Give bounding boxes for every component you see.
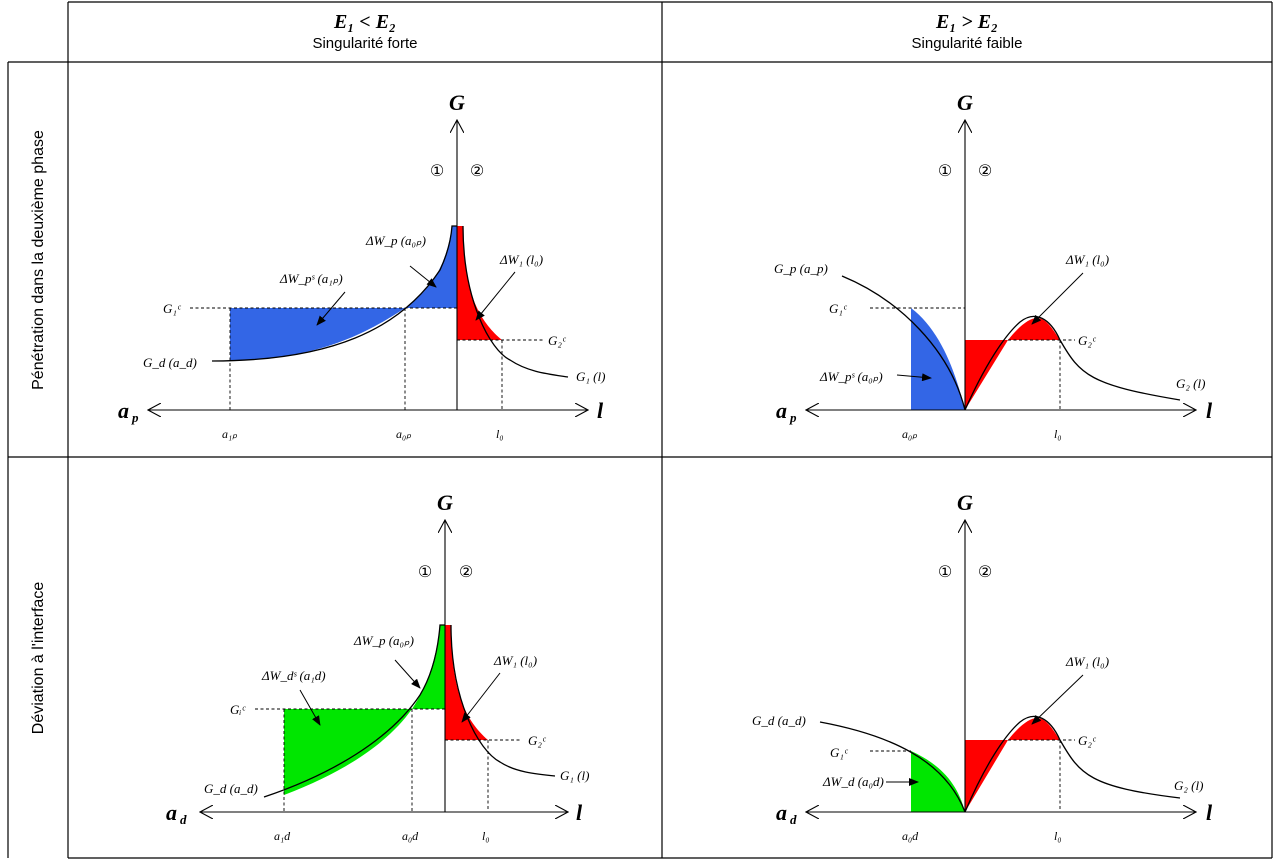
label-G2c: G₂ᶜ xyxy=(1078,733,1097,748)
label-Gd: G_d (a_d) xyxy=(204,781,258,796)
label-dWp: ΔW_p (a₀ₚ) xyxy=(365,233,426,248)
curve-Gd xyxy=(211,225,457,362)
row1-label: Pénétration dans la deuxième phase xyxy=(30,130,47,390)
svg-text:a₀d: a₀d xyxy=(402,829,419,843)
svg-text:l₀: l₀ xyxy=(482,829,490,843)
tick-a1p: a₁ₚ xyxy=(222,427,238,441)
label-dWds: ΔW_dˢ (a₁d) xyxy=(261,668,326,683)
svg-text:G: G xyxy=(957,490,973,515)
svg-text:d: d xyxy=(790,812,797,827)
tick-l0: l₀ xyxy=(496,427,504,441)
column-header-2: E₁ > E₂ Singularité faible xyxy=(912,11,1023,52)
curve-G2 xyxy=(964,315,1181,411)
svg-text:②: ② xyxy=(459,562,473,581)
panel-weak-deviation: G l a d ① ② G_d (a_d) G₁ᶜ G₂ᶜ ΔW_d (a₀d)… xyxy=(752,490,1213,843)
svg-text:a: a xyxy=(166,800,177,825)
svg-text:①: ① xyxy=(418,562,432,581)
label-dWps: ΔW_pˢ (a₁ₚ) xyxy=(279,271,343,286)
table-grid xyxy=(7,1,1273,859)
a-axis-label: a xyxy=(118,398,129,423)
svg-text:②: ② xyxy=(978,562,992,581)
label-G2l: G₂ (l) xyxy=(1176,376,1205,391)
svg-text:l: l xyxy=(576,800,583,825)
blue-area-dWps xyxy=(230,308,405,361)
red-area-left xyxy=(965,740,1008,812)
curve-Gd xyxy=(819,721,966,813)
label-dWd: ΔW_d (a₀d) xyxy=(822,774,884,789)
panel-weak-penetration: G l a p ① ② G_p (a_p) G₁ᶜ G₂ᶜ ΔW_pˢ (a₀ₚ… xyxy=(774,90,1213,441)
curve-G1 xyxy=(450,624,556,777)
panel-strong-deviation: G l a d ① ② G_d (a_d) Gᵢᶜ G₂ᶜ ΔW_dˢ (a₁d… xyxy=(166,490,589,843)
curve-Gp xyxy=(841,275,966,411)
g-axis-label: G xyxy=(449,90,465,115)
label-G1c: G₁ᶜ xyxy=(163,301,182,316)
panel-strong-penetration: G l a p ① ② G_d (a_d) G₁ᶜ G₂ᶜ ΔW_pˢ (a₁ₚ… xyxy=(118,90,605,441)
svg-text:a₀d: a₀d xyxy=(902,829,919,843)
svg-text:l: l xyxy=(1206,800,1213,825)
label-G1l: G₁ (l) xyxy=(576,369,605,384)
column-header-1: E₁ < E₂ Singularité forte xyxy=(312,11,417,52)
l-axis-label: l xyxy=(597,398,604,423)
label-G2l: G₂ (l) xyxy=(1174,778,1203,793)
green-area-dWds xyxy=(284,709,412,795)
svg-text:②: ② xyxy=(978,161,992,180)
zone-2: ② xyxy=(470,161,484,180)
svg-text:l: l xyxy=(1206,398,1213,423)
zone-1: ① xyxy=(430,161,444,180)
label-Gd: G_d (a_d) xyxy=(752,713,806,728)
svg-text:a₁d: a₁d xyxy=(274,829,291,843)
label-G1l: G₁ (l) xyxy=(560,768,589,783)
svg-text:d: d xyxy=(180,812,187,827)
label-G2c: G₂ᶜ xyxy=(528,733,547,748)
tick-a0p: a₀ₚ xyxy=(396,427,412,441)
label-G2c: G₂ᶜ xyxy=(1078,333,1097,348)
red-area-hump xyxy=(1008,718,1060,740)
label-dW1: ΔW₁ (l₀) xyxy=(1065,252,1109,267)
svg-text:①: ① xyxy=(938,562,952,581)
label-dW1: ΔW₁ (l₀) xyxy=(493,653,537,668)
svg-text:①: ① xyxy=(938,161,952,180)
row2-label: Déviation à l'interface xyxy=(30,582,47,735)
label-dW1: ΔW₁ (l₀) xyxy=(499,252,543,267)
svg-text:p: p xyxy=(789,410,797,425)
label-Gp: G_p (a_p) xyxy=(774,261,828,276)
a-axis-sub: p xyxy=(131,410,139,425)
red-area-hump xyxy=(1008,318,1060,340)
svg-text:a: a xyxy=(776,800,787,825)
label-dWp: ΔW_p (a₀ₚ) xyxy=(353,633,414,648)
curve-G1 xyxy=(462,225,569,378)
blue-area-dWp xyxy=(405,226,457,308)
col2-subtitle: Singularité faible xyxy=(912,35,1023,52)
red-area-dW1 xyxy=(457,226,502,340)
red-area-dW1 xyxy=(445,625,488,740)
svg-text:G: G xyxy=(437,490,453,515)
label-G1c: G₁ᶜ xyxy=(829,301,848,316)
col1-subtitle: Singularité forte xyxy=(312,35,417,52)
blue-area-dWps xyxy=(911,308,965,410)
curve-G2 xyxy=(964,715,1181,813)
red-area-left xyxy=(965,340,1008,410)
label-dW1: ΔW₁ (l₀) xyxy=(1065,654,1109,669)
svg-text:l₀: l₀ xyxy=(1054,829,1062,843)
curve-Gd xyxy=(263,624,445,798)
label-Gd: G_d (a_d) xyxy=(143,355,197,370)
label-dWps: ΔW_pˢ (a₀ₚ) xyxy=(819,369,883,384)
green-area-dWd xyxy=(911,751,965,812)
svg-text:G: G xyxy=(957,90,973,115)
col2-title: E₁ > E₂ xyxy=(935,11,998,33)
col1-title: E₁ < E₂ xyxy=(333,11,396,33)
green-area-dWp xyxy=(412,625,445,709)
label-G1c: G₁ᶜ xyxy=(830,745,849,760)
svg-text:a₀ₚ: a₀ₚ xyxy=(902,427,918,441)
svg-text:l₀: l₀ xyxy=(1054,427,1062,441)
label-Gic: Gᵢᶜ xyxy=(230,702,246,717)
label-G2c: G₂ᶜ xyxy=(548,333,567,348)
svg-text:a: a xyxy=(776,398,787,423)
